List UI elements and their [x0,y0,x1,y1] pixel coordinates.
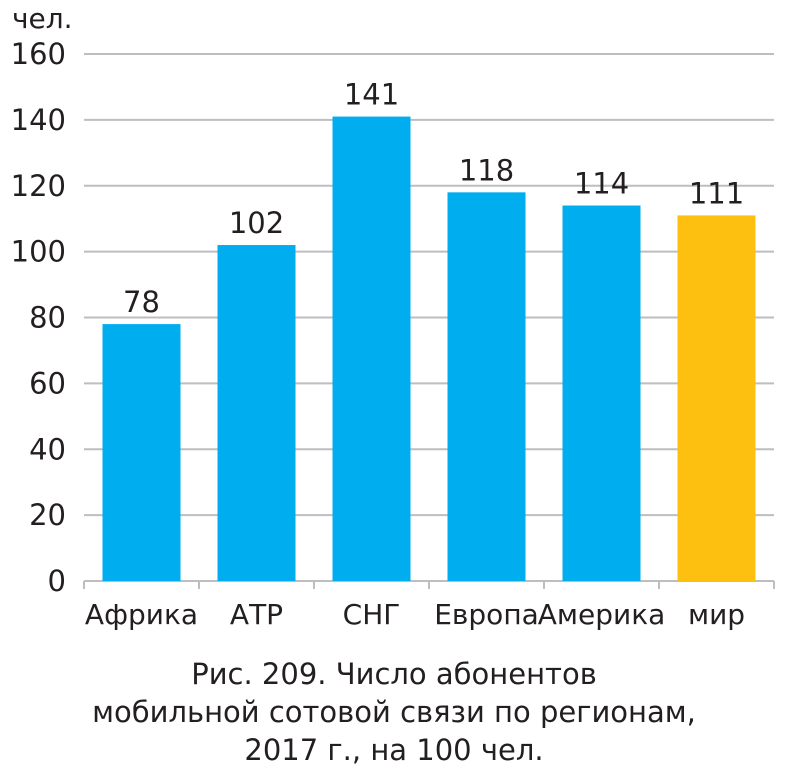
bar-0 [102,324,181,581]
bar-1 [217,245,296,581]
x-tick-label: СНГ [343,598,401,631]
figure-caption: Рис. 209. Число абонентов мобильной сото… [0,655,788,769]
caption-line-1: Рис. 209. Число абонентов [191,657,597,691]
data-label: 141 [344,78,399,112]
data-label: 118 [459,153,514,187]
y-tick-label: 140 [11,103,66,137]
x-tick-label: мир [688,598,745,631]
y-tick-label: 0 [48,564,66,598]
bar-3 [447,192,526,581]
data-label: 78 [123,285,160,319]
bar-chart: 0 20 40 60 80 100 120 140 160 78 Африка 102 АТР 141 СН… [11,37,775,631]
y-tick-label: 160 [11,37,66,71]
caption-line-2: мобильной сотовой связи по регионам, [92,695,696,729]
y-tick-label: 120 [11,169,66,203]
y-tick-label: 20 [29,498,66,532]
bar-4 [562,205,641,581]
bar-2 [332,116,411,582]
caption-line-3: 2017 г., на 100 чел. [244,733,544,767]
bar-5 [677,215,756,582]
y-tick-label: 100 [11,235,66,269]
data-label: 102 [229,206,284,240]
x-tick-label: Америка [538,598,666,631]
data-label: 111 [689,176,744,210]
y-tick-label: 60 [29,366,66,400]
x-tick-label: АТР [230,598,283,631]
y-axis-unit-label: чел. [12,2,73,35]
x-tick-label: Европа [434,598,539,631]
data-label: 114 [574,167,629,201]
y-tick-label: 80 [29,301,66,335]
x-tick-label: Африка [85,598,198,631]
y-tick-label: 40 [29,432,66,466]
